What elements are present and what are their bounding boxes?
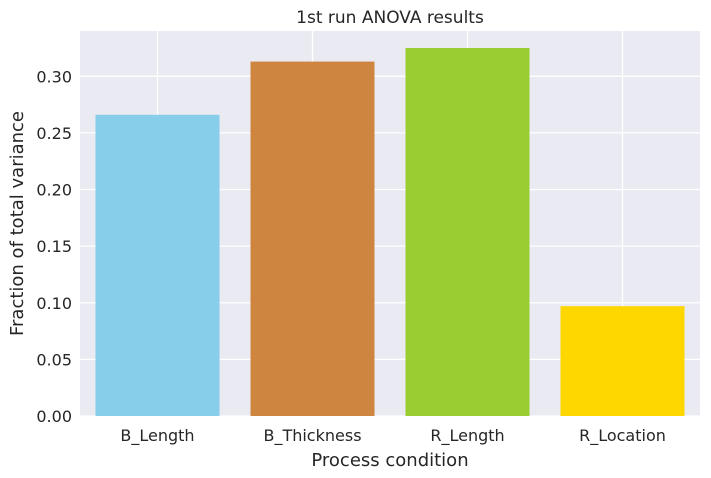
x-tick-label: B_Thickness xyxy=(263,426,361,446)
y-tick-label: 0.20 xyxy=(36,181,72,200)
bars xyxy=(95,47,685,417)
bar-r-length xyxy=(405,47,530,417)
x-tick-label: R_Length xyxy=(430,426,504,446)
y-tick-label: 0.30 xyxy=(36,67,72,86)
bar-b-thickness xyxy=(250,61,375,417)
y-tick-label: 0.00 xyxy=(36,407,72,426)
y-axis-label: Fraction of total variance xyxy=(7,111,28,336)
y-tick-labels: 0.00 0.05 0.10 0.15 0.20 0.25 0.30 xyxy=(36,67,72,426)
x-tick-label: R_Location xyxy=(579,426,666,446)
y-tick-label: 0.05 xyxy=(36,350,72,369)
x-tick-label: B_Length xyxy=(120,426,194,446)
chart-title: 1st run ANOVA results xyxy=(296,8,484,28)
x-axis-label: Process condition xyxy=(311,450,468,471)
x-tick-labels: B_Length B_Thickness R_Length R_Location xyxy=(120,426,665,446)
y-tick-label: 0.15 xyxy=(36,237,72,256)
bar-b-length xyxy=(95,114,220,416)
y-tick-label: 0.25 xyxy=(36,124,72,143)
y-tick-label: 0.10 xyxy=(36,294,72,313)
bar-r-location xyxy=(560,306,685,416)
